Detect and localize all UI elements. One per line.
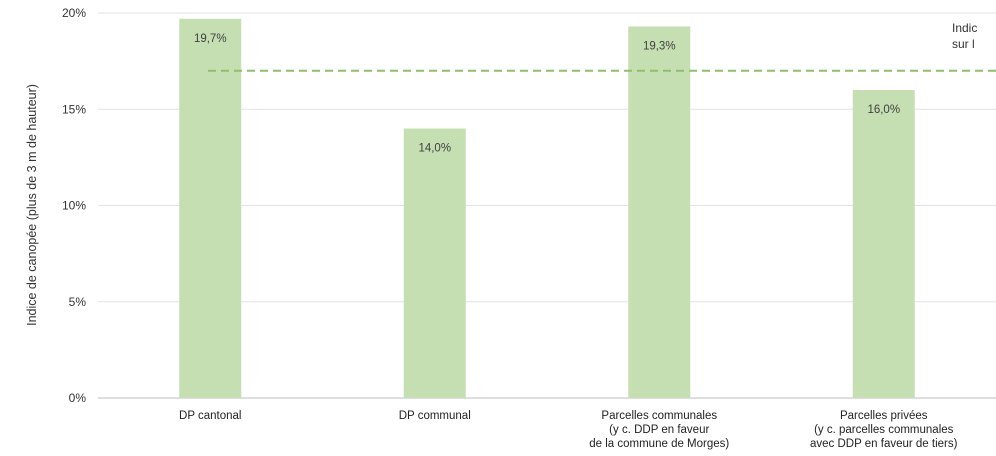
bar: [852, 90, 915, 398]
bar-data-label: 19,7%: [194, 33, 227, 45]
y-tick-label: 15%: [62, 102, 86, 116]
grid-lines: [98, 12, 996, 303]
y-axis-ticks: 0% 5% 10% 15% 20%: [62, 6, 86, 405]
bar-data-label: 16,0%: [867, 104, 900, 116]
category-labels: DP cantonal DP communal Parcelles communal…: [179, 410, 958, 450]
bars: [179, 18, 915, 399]
bar: [179, 18, 242, 399]
y-tick-label: 20%: [62, 6, 86, 20]
bar-data-label: 19,3%: [643, 40, 676, 52]
bar-data-label: 14,0%: [418, 143, 451, 155]
bar: [628, 26, 691, 398]
bar: [403, 128, 466, 398]
category-label: Parcelles privées (y c. parcelles communa…: [810, 410, 958, 450]
category-label: DP communal: [399, 410, 471, 422]
y-axis-label: Indice de canopée (plus de 3 m de hauteu…: [25, 84, 39, 326]
category-label: DP cantonal: [179, 410, 241, 422]
data-labels: 19,7% 14,0% 19,3% 16,0%: [194, 33, 900, 155]
y-tick-label: 5%: [69, 295, 87, 309]
reference-line-label: Indic sur l: [952, 21, 977, 51]
category-label: Parcelles communales (y c. DDP en faveur d…: [589, 410, 729, 450]
y-tick-label: 10%: [62, 199, 86, 213]
y-tick-label: 0%: [69, 391, 87, 405]
